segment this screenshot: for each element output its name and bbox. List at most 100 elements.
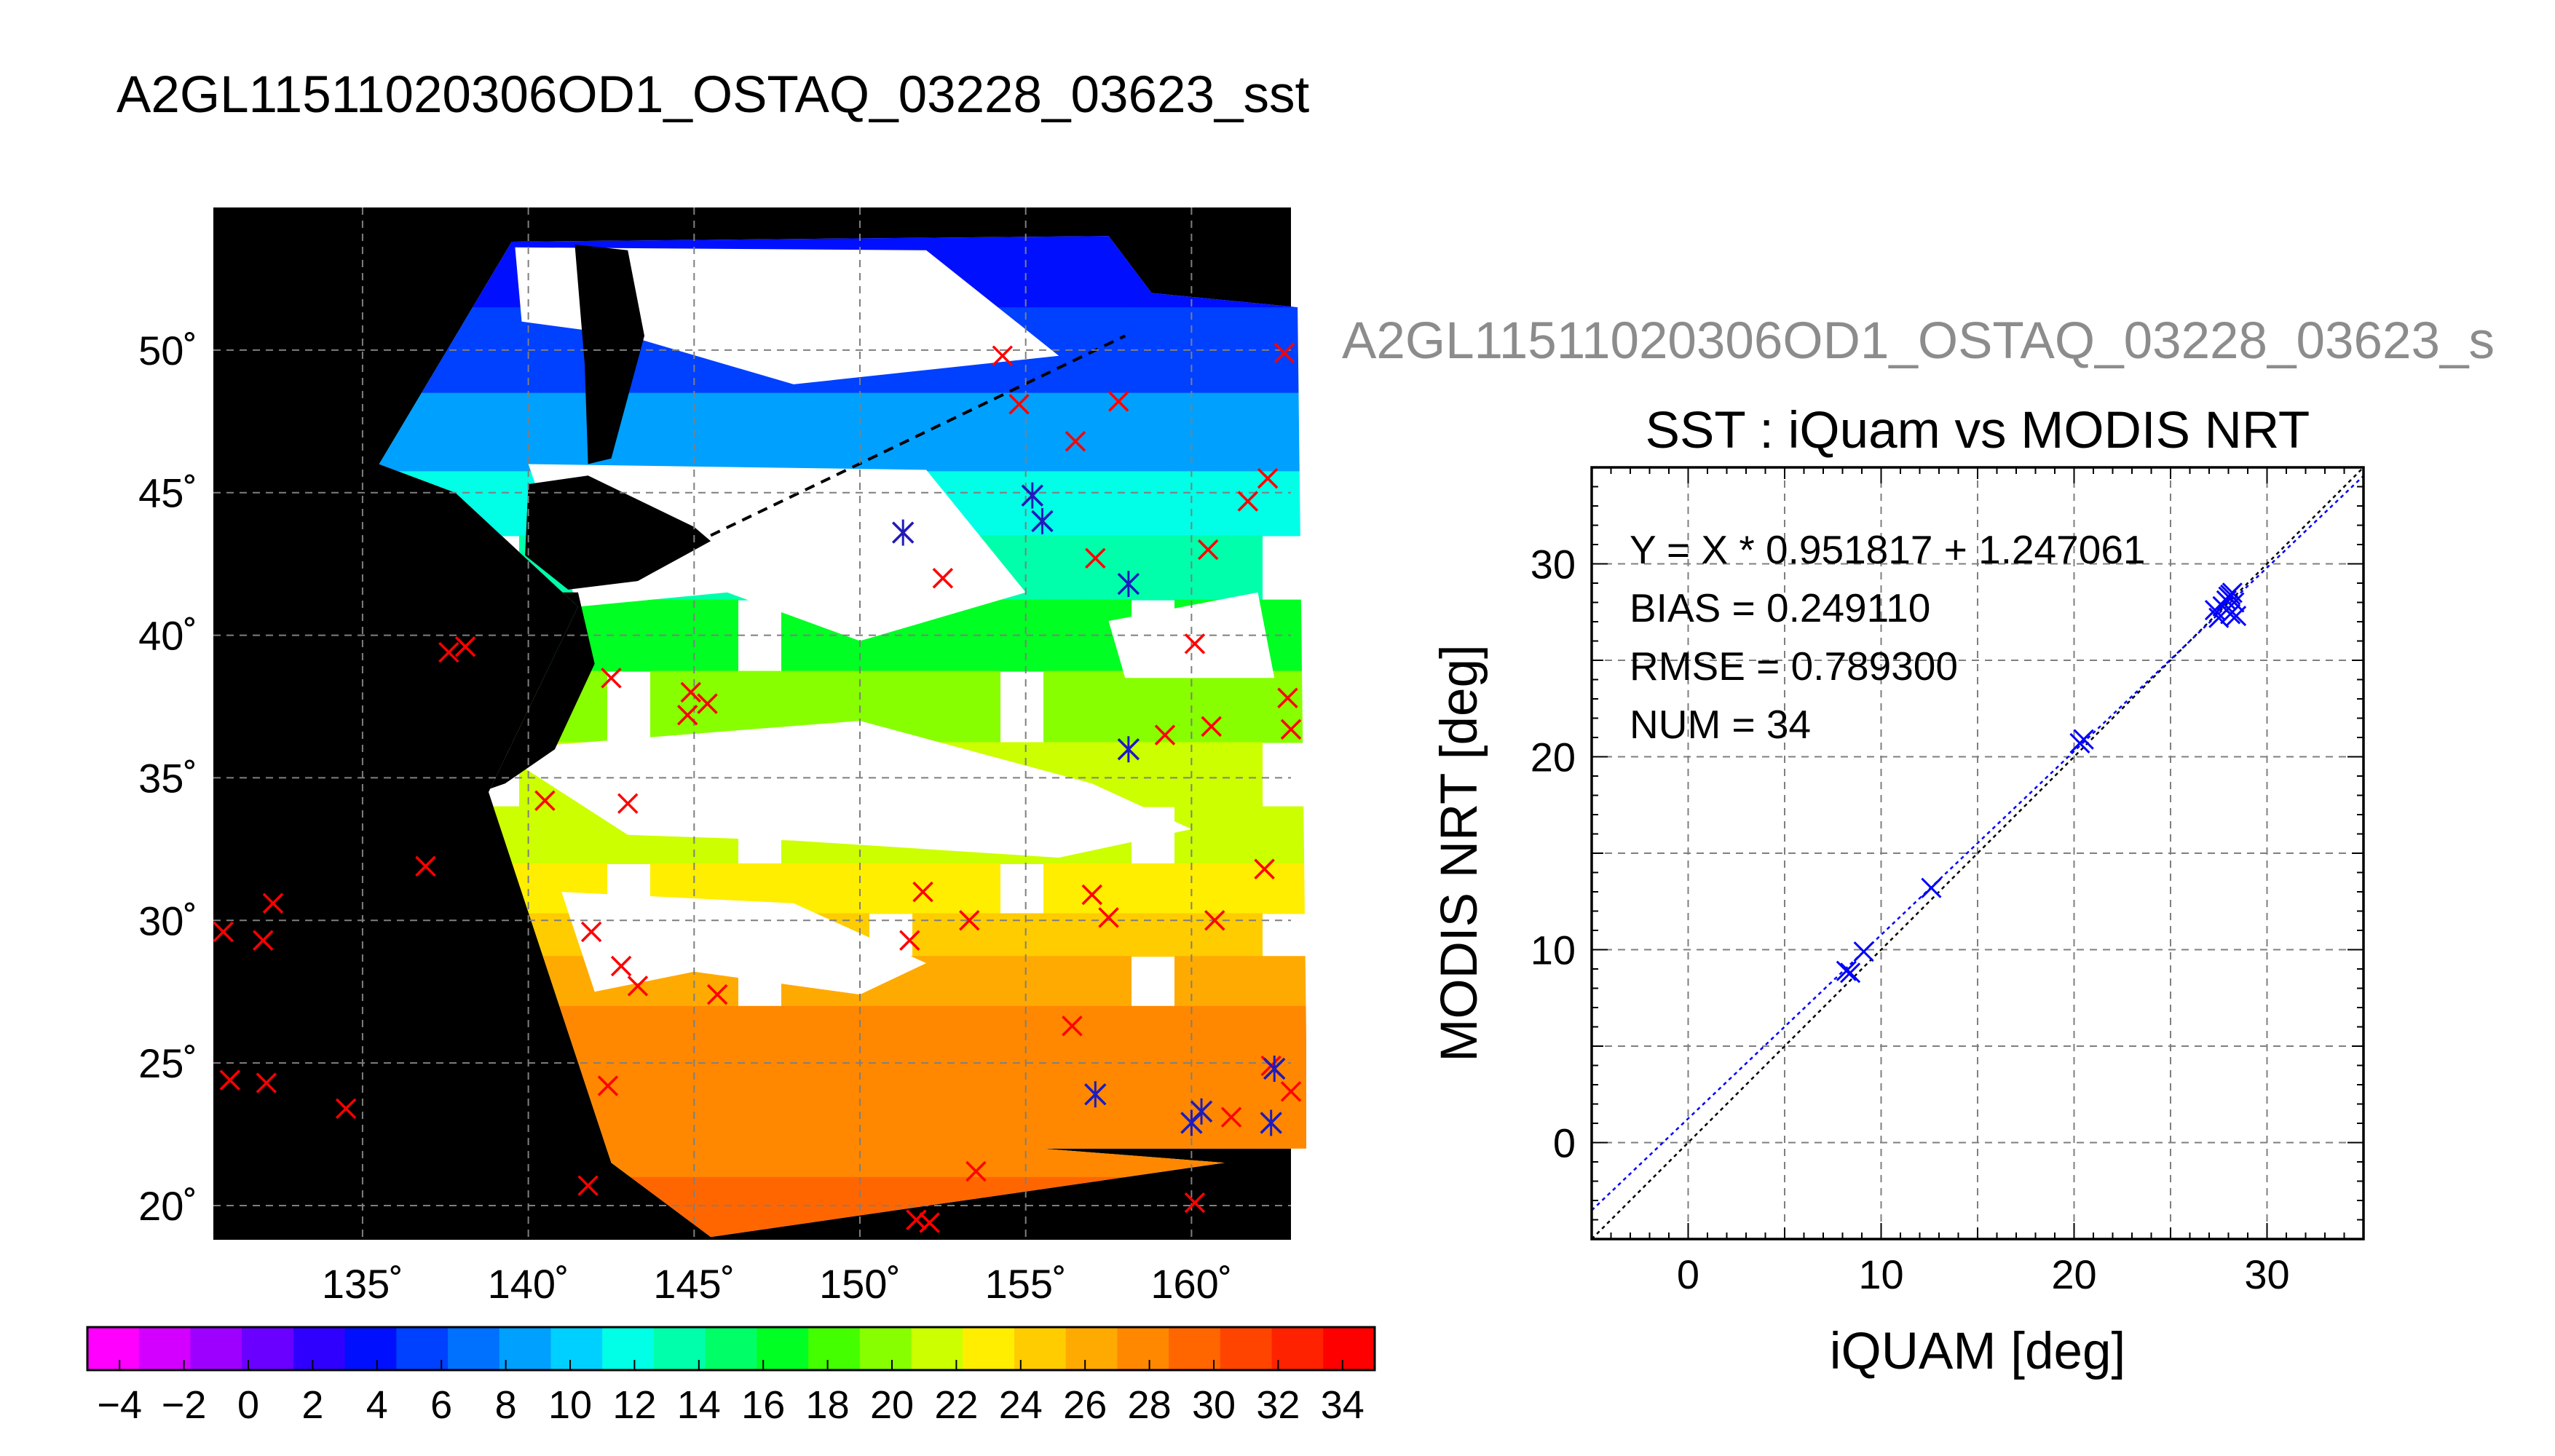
insitu-marker <box>680 681 701 703</box>
insitu-marker <box>1280 719 1302 740</box>
matchup-marker <box>1263 1055 1286 1082</box>
kuril-islands <box>710 334 1126 537</box>
insitu-marker <box>454 636 476 657</box>
colorbar-cell <box>1117 1327 1169 1370</box>
colorbar-tick-label: 20 <box>870 1383 914 1427</box>
matchup-marker <box>1084 1081 1107 1108</box>
insitu-marker <box>912 881 933 903</box>
insitu-marker <box>919 1212 940 1233</box>
insitu-marker <box>965 1160 987 1182</box>
insitu-marker <box>415 855 436 877</box>
insitu-marker <box>1197 539 1219 561</box>
scatter-x-label: iQUAM [deg] <box>1830 1323 2125 1380</box>
scatter-x-tick-label: 20 <box>2051 1251 2096 1297</box>
insitu-marker <box>1277 687 1298 708</box>
insitu-marker <box>1154 724 1176 745</box>
insitu-marker <box>1065 430 1086 452</box>
insitu-marker <box>597 1075 619 1096</box>
insitu-marker <box>697 693 718 714</box>
insitu-marker <box>601 668 622 689</box>
scatter-x-tick-label: 0 <box>1677 1251 1699 1297</box>
insitu-marker <box>577 1175 599 1196</box>
insitu-marker <box>1184 633 1206 654</box>
insitu-marker <box>1062 1015 1083 1037</box>
scatter-title: SST : iQuam vs MODIS NRT <box>1646 402 2310 459</box>
colorbar-tick-label: 2 <box>301 1383 323 1427</box>
matchup-marker <box>1117 736 1140 763</box>
colorbar-tick-label: 16 <box>741 1383 785 1427</box>
insitu-marker <box>932 567 954 589</box>
cloud-patch <box>495 721 1192 858</box>
scatter-point <box>2226 605 2247 627</box>
scatter-x-tick-label: 30 <box>2244 1251 2289 1297</box>
insitu-marker <box>1184 1192 1206 1214</box>
insitu-marker <box>617 793 639 814</box>
colorbar-tick-label: 22 <box>934 1383 978 1427</box>
insitu-marker <box>213 921 234 943</box>
colorbar-cell <box>808 1327 861 1370</box>
colorbar-cell <box>293 1327 346 1370</box>
colorbar-cell <box>963 1327 1015 1370</box>
insitu-marker <box>1098 907 1119 928</box>
map-lat-tick-label: 50˚ <box>138 328 197 373</box>
matchup-marker <box>1117 571 1140 598</box>
insitu-marker <box>438 641 459 663</box>
colorbar-cell <box>448 1327 500 1370</box>
colorbar-cell <box>499 1327 551 1370</box>
colorbar-cell <box>705 1327 757 1370</box>
colorbar-tick-label: 12 <box>612 1383 656 1427</box>
insitu-marker <box>1085 547 1106 569</box>
insitu-marker <box>1008 394 1030 415</box>
colorbar-tick-label: 18 <box>806 1383 850 1427</box>
scatter-point <box>2220 604 2241 625</box>
colorbar-tick-label: −4 <box>97 1383 142 1427</box>
colorbar-tick-label: 10 <box>548 1383 592 1427</box>
map-lat-tick-label: 25˚ <box>138 1040 197 1086</box>
scatter-grid <box>1592 467 2364 1239</box>
insitu-marker <box>256 1072 277 1093</box>
insitu-marker <box>1201 716 1222 737</box>
scatter-point <box>1853 941 1874 962</box>
scatter-y-label: MODIS NRT [deg] <box>1431 644 1488 1061</box>
colorbar-cell <box>859 1327 912 1370</box>
colorbar-tick-label: 6 <box>430 1383 452 1427</box>
colorbar-tick-label: 8 <box>495 1383 517 1427</box>
colorbar-cell <box>653 1327 706 1370</box>
scatter-lines <box>1592 467 2364 1239</box>
colorbar-cell <box>190 1327 242 1370</box>
stat-annotation: NUM = 34 <box>1630 702 1811 747</box>
map-lat-tick-label: 20˚ <box>138 1183 197 1229</box>
insitu-marker <box>1254 858 1275 880</box>
insitu-marker <box>610 955 632 977</box>
colorbar-cell <box>242 1327 294 1370</box>
colorbar-cell <box>757 1327 809 1370</box>
map-lat-tick-label: 30˚ <box>138 898 197 943</box>
colorbar-tick-label: 14 <box>677 1383 721 1427</box>
scatter-y-tick-label: 0 <box>1553 1120 1576 1166</box>
scatter-ticks <box>1591 467 2364 1240</box>
cloud-patch <box>561 892 927 995</box>
scatter-point <box>1840 962 1861 984</box>
scatter-point <box>2220 584 2241 605</box>
insitu-marker <box>1204 910 1225 931</box>
fit-line <box>1592 475 2364 1211</box>
scatter-x-tick-label: 10 <box>1858 1251 1903 1297</box>
insitu-marker <box>580 921 602 943</box>
colorbar-cell <box>1169 1327 1221 1370</box>
scatter-annotations: Y = X * 0.951817 + 1.247061 BIAS = 0.2491… <box>1630 527 2146 747</box>
insitu-marker <box>262 893 284 914</box>
matchup-marker <box>1021 482 1044 509</box>
insitu-markers <box>213 342 1302 1233</box>
stat-annotation: BIAS = 0.249110 <box>1630 585 1930 630</box>
insitu-marker <box>1107 391 1129 412</box>
colorbar-tick-label: 24 <box>999 1383 1043 1427</box>
colorbar-cell <box>1014 1327 1067 1370</box>
insitu-marker <box>253 930 274 951</box>
insitu-marker <box>1237 491 1259 512</box>
insitu-marker <box>899 930 920 951</box>
matchup-marker <box>1031 507 1054 534</box>
insitu-marker <box>219 1069 241 1091</box>
insitu-marker <box>1081 884 1103 906</box>
